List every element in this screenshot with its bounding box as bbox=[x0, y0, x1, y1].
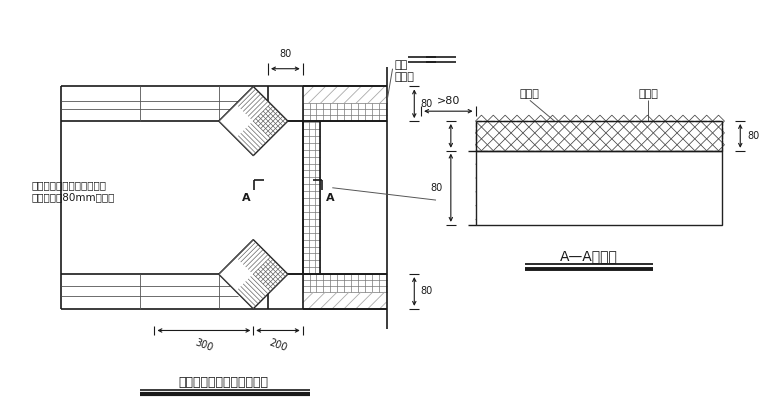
Text: A: A bbox=[242, 193, 251, 203]
Text: 附加: 附加 bbox=[394, 60, 408, 70]
Text: 80: 80 bbox=[420, 286, 432, 296]
Text: A: A bbox=[326, 193, 334, 203]
Text: 80: 80 bbox=[747, 131, 759, 141]
Text: 门窗洞口附加网格布示意图: 门窗洞口附加网格布示意图 bbox=[179, 376, 268, 389]
Polygon shape bbox=[219, 86, 288, 156]
Text: 与墙体接触一面用粘结砂浆: 与墙体接触一面用粘结砂浆 bbox=[31, 180, 106, 190]
Text: 300: 300 bbox=[194, 337, 214, 353]
Bar bbox=[476, 121, 723, 151]
Text: 网格布: 网格布 bbox=[394, 72, 414, 82]
Text: 80: 80 bbox=[431, 183, 443, 193]
Text: 80: 80 bbox=[420, 99, 432, 109]
Polygon shape bbox=[219, 239, 288, 309]
Text: >80: >80 bbox=[437, 96, 460, 106]
Text: 80: 80 bbox=[279, 49, 292, 59]
Text: 预粘不小于80mm网格布: 预粘不小于80mm网格布 bbox=[31, 192, 115, 202]
Text: 挤塑板: 挤塑板 bbox=[638, 89, 658, 99]
Bar bbox=[476, 151, 723, 225]
Text: A—A剑面图: A—A剑面图 bbox=[560, 249, 618, 264]
Text: 200: 200 bbox=[268, 337, 288, 353]
Text: 网格布: 网格布 bbox=[520, 89, 540, 99]
